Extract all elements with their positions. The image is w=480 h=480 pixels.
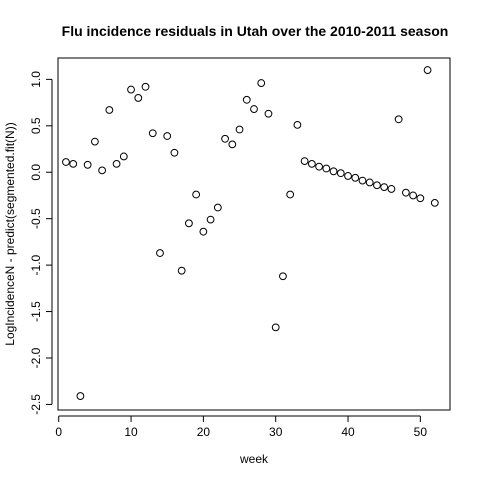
data-point <box>330 168 337 175</box>
data-point <box>287 191 294 198</box>
data-point <box>142 83 149 90</box>
x-axis-label: week <box>239 452 269 466</box>
data-point <box>388 186 395 193</box>
data-point <box>207 216 214 223</box>
data-point <box>424 67 431 74</box>
data-point <box>374 182 381 189</box>
y-tick-label: 0.0 <box>29 164 43 181</box>
data-point <box>63 159 70 166</box>
data-point <box>243 96 250 103</box>
data-point <box>91 138 98 145</box>
x-tick-label: 50 <box>414 425 428 439</box>
data-points <box>63 67 439 400</box>
data-point <box>193 191 200 198</box>
data-point <box>395 116 402 123</box>
data-point <box>99 167 106 174</box>
data-point <box>272 324 279 331</box>
x-tick-label: 10 <box>124 425 138 439</box>
data-point <box>178 267 185 274</box>
y-tick-label: -1.0 <box>29 254 43 275</box>
data-point <box>316 163 323 170</box>
data-point <box>280 273 287 280</box>
data-point <box>214 204 221 211</box>
data-point <box>77 393 84 400</box>
data-point <box>186 220 193 227</box>
data-point <box>236 126 243 133</box>
x-tick-label: 40 <box>341 425 355 439</box>
data-point <box>345 173 352 180</box>
data-point <box>251 106 258 113</box>
data-point <box>431 199 438 206</box>
data-point <box>352 174 359 181</box>
data-point <box>149 130 156 137</box>
data-point <box>70 160 77 167</box>
plot-frame <box>58 58 450 410</box>
data-point <box>171 149 178 156</box>
data-point <box>258 80 265 87</box>
data-point <box>308 160 315 167</box>
data-point <box>402 189 409 196</box>
data-point <box>229 141 236 148</box>
data-point <box>135 95 142 102</box>
y-tick-label: -0.5 <box>29 208 43 229</box>
x-tick-label: 30 <box>269 425 283 439</box>
x-tick-label: 0 <box>55 425 62 439</box>
data-point <box>200 228 207 235</box>
x-tick-label: 20 <box>197 425 211 439</box>
data-point <box>294 121 301 128</box>
data-point <box>164 133 171 140</box>
data-point <box>337 170 344 177</box>
data-point <box>417 195 424 202</box>
data-point <box>120 153 127 160</box>
data-point <box>366 179 373 186</box>
data-point <box>128 86 135 93</box>
data-point <box>301 158 308 165</box>
y-tick-label: -1.5 <box>29 301 43 322</box>
y-tick-label: 0.5 <box>29 117 43 134</box>
data-point <box>222 135 229 142</box>
data-point <box>157 250 164 257</box>
y-tick-label: -2.5 <box>29 394 43 415</box>
y-axis: -2.5 -2.0 -1.5 -1.0 -0.5 0.0 0.5 1.0 <box>29 71 52 415</box>
data-point <box>106 107 113 114</box>
data-point <box>265 110 272 117</box>
data-point <box>323 165 330 172</box>
data-point <box>381 184 388 191</box>
y-tick-label: 1.0 <box>29 71 43 88</box>
data-point <box>359 177 366 184</box>
y-axis-label: LogIncidenceN - predict(segmented.fit(N)… <box>3 122 17 345</box>
data-point <box>113 160 120 167</box>
x-axis: 0 10 20 30 40 50 <box>55 416 427 439</box>
data-point <box>410 192 417 199</box>
chart-title: Flu incidence residuals in Utah over the… <box>62 23 449 39</box>
y-tick-label: -2.0 <box>29 347 43 368</box>
data-point <box>84 161 91 168</box>
